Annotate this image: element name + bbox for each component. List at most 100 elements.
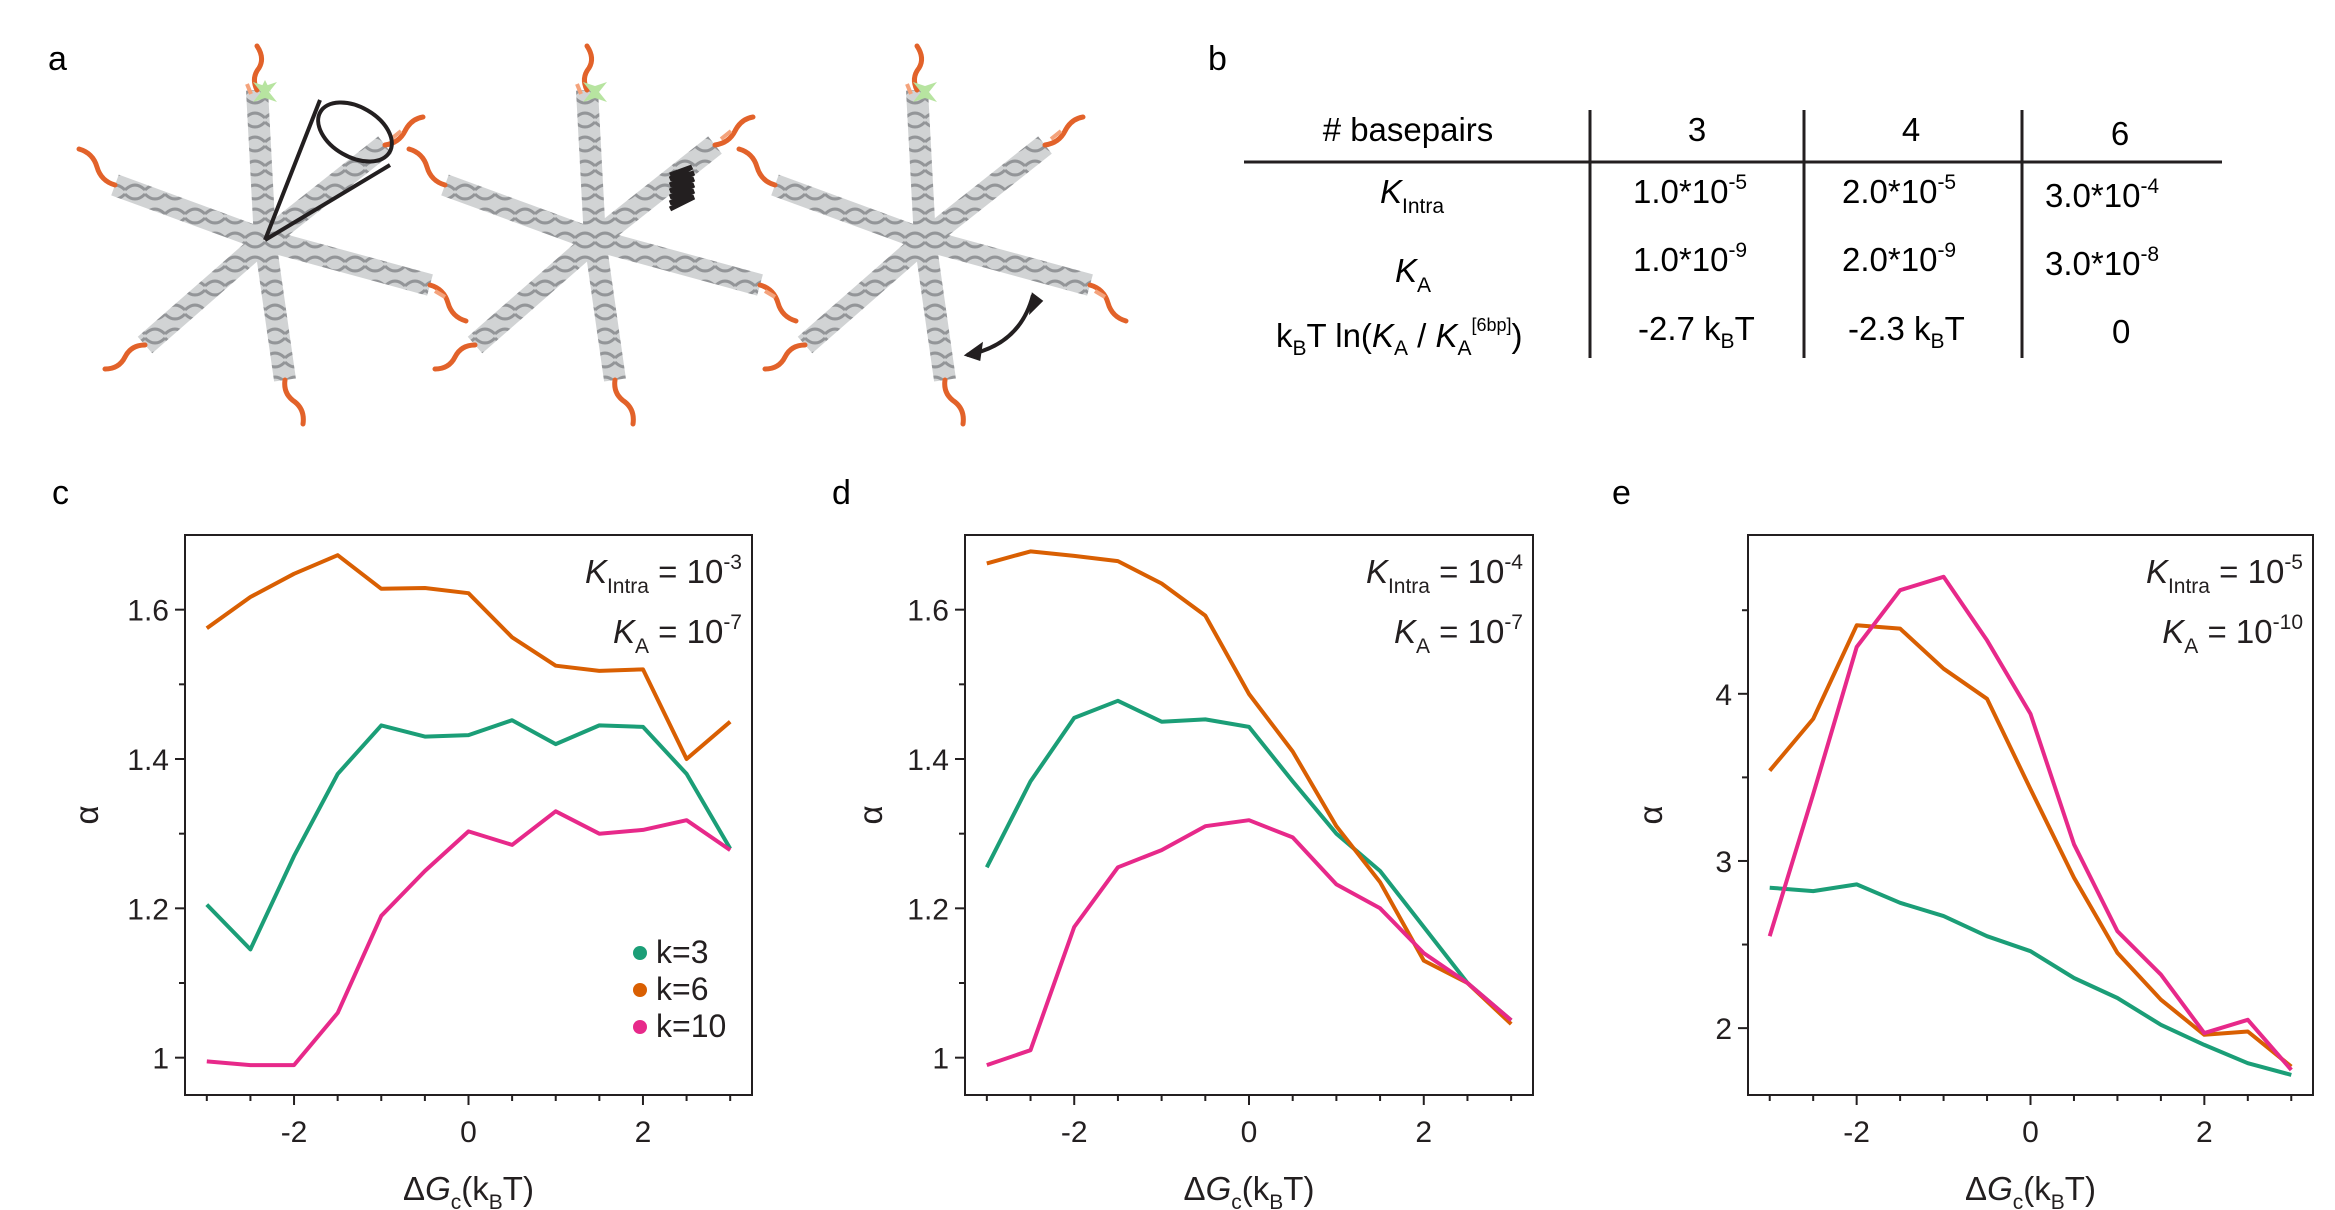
x-axis-label-delta: Δ: [1184, 1170, 1206, 1207]
table-cell: 1.0*10-9: [1633, 239, 1747, 278]
series-line-k10: [986, 818, 1513, 1067]
table-row-label-ka: KA: [1395, 252, 1431, 297]
annotation-k: K: [1394, 613, 1418, 650]
annotation-k-intra: KIntra = 10-4: [1366, 551, 1523, 598]
nanostar-bend-illustration: [739, 46, 1126, 424]
x-axis-label-unit: (k: [2023, 1170, 2051, 1207]
annotation-exp: -10: [2273, 611, 2303, 634]
table-header-3: 3: [1688, 111, 1706, 148]
x-axis-label-delta: Δ: [403, 1170, 425, 1207]
x-tick-label: 2: [2196, 1116, 2213, 1149]
x-axis-label-sub: c: [451, 1191, 462, 1210]
x-axis-label-sub: c: [1231, 1191, 1242, 1210]
series-line-k6: [1768, 623, 2293, 1069]
x-axis-label-sub: B: [489, 1191, 503, 1210]
table-cell: 1.0*10-5: [1633, 171, 1747, 210]
series-line-k3: [205, 718, 732, 952]
series-line-k6: [986, 549, 1513, 1026]
x-axis-label-g: G: [425, 1170, 451, 1207]
legend-marker-k10: [633, 1020, 647, 1034]
series-line-k10: [1767, 574, 2293, 1072]
annotation-exp: -7: [723, 611, 742, 634]
x-axis-label: ΔGc(kBT): [1965, 1170, 2096, 1210]
table-cell: 2.0*10-5: [1842, 171, 1956, 210]
annotation-k: K: [2162, 613, 2186, 650]
legend-marker-k3: [633, 946, 647, 960]
series-line-k10: [206, 809, 732, 1068]
x-tick-label: 0: [460, 1116, 477, 1149]
annotation-eq: = 10: [2198, 613, 2272, 650]
annotation-k: K: [2146, 553, 2170, 590]
annotation-eq: = 10: [1430, 553, 1504, 590]
series-line-k3: [985, 698, 1513, 1022]
annotation-exp: -5: [2284, 551, 2303, 574]
spring-icon: [668, 164, 696, 212]
x-axis-label-unit: (k: [461, 1170, 489, 1207]
legend-label-k3: k=3: [656, 934, 708, 970]
x-axis-label-sub: c: [2013, 1191, 2024, 1210]
nanostar-spring-illustration: [409, 46, 796, 424]
annotation-k-intra: KIntra = 10-3: [585, 551, 742, 598]
y-tick-label: 1.6: [907, 595, 949, 628]
annotation-sub: A: [1416, 635, 1430, 658]
annotation-eq: = 10: [1430, 613, 1504, 650]
y-tick-label: 4: [1715, 679, 1732, 712]
annotation-k: K: [1366, 553, 1390, 590]
panel-label-b: b: [1208, 40, 1227, 78]
x-tick-label: -2: [281, 1116, 308, 1149]
x-axis-label-unit: T): [503, 1170, 534, 1207]
fluorophore-star-icon: [583, 82, 607, 102]
table-cell: -2.7 kBT: [1638, 310, 1755, 353]
panel-label-a: a: [48, 40, 67, 78]
x-axis-label-unit: T): [1283, 1170, 1314, 1207]
nanostar-cone-illustration: [79, 46, 466, 424]
annotation-k: K: [585, 553, 609, 590]
annotation-eq: = 10: [649, 613, 723, 650]
table-header-4: 4: [1902, 111, 1920, 148]
x-axis-label: ΔGc(kBT): [403, 1170, 534, 1210]
annotation-k: K: [613, 613, 637, 650]
x-axis-label-g: G: [1206, 1170, 1232, 1207]
y-tick-label: 1.2: [907, 893, 949, 926]
y-tick-label: 3: [1715, 846, 1732, 879]
annotation-sub: Intra: [1388, 575, 1430, 598]
y-axis-label: α: [1632, 805, 1669, 824]
y-tick-label: 1: [932, 1043, 949, 1076]
y-axis-label: α: [852, 805, 889, 824]
x-axis-label-delta: Δ: [1965, 1170, 1987, 1207]
table-row-label-free-energy: kBT ln(KA / KA[6bp]): [1276, 315, 1523, 360]
x-tick-label: 0: [2022, 1116, 2039, 1149]
table-header-6: 6: [2111, 115, 2129, 152]
panel-label-c: c: [52, 474, 69, 512]
table-cell: 0: [2112, 313, 2130, 350]
x-axis-label: ΔGc(kBT): [1184, 1170, 1315, 1210]
series-line-k6: [205, 553, 732, 761]
legend-label-k10: k=10: [656, 1008, 726, 1044]
y-tick-label: 1.4: [907, 744, 949, 777]
table-row-label-kintra: KIntra: [1380, 173, 1444, 218]
series-line-k3: [1769, 882, 2292, 1077]
x-axis-label-g: G: [1987, 1170, 2013, 1207]
annotation-sub: A: [635, 635, 649, 658]
x-tick-label: 2: [1415, 1116, 1432, 1149]
x-tick-label: 2: [635, 1116, 652, 1149]
table-cell: -2.3 kBT: [1848, 310, 1965, 353]
annotation-exp: -7: [1504, 611, 1523, 634]
y-tick-label: 1.6: [127, 595, 169, 628]
annotation-k-a: KA = 10-10: [2162, 611, 2303, 658]
panel-label-d: d: [832, 474, 851, 512]
x-axis-label-sub: B: [2051, 1191, 2065, 1210]
parameter-table: # basepairs 3 4 6 KIntra 1.0*10-5 2.0*10…: [1244, 110, 2222, 360]
annotation-exp: -4: [1504, 551, 1523, 574]
x-tick-label: -2: [1843, 1116, 1870, 1149]
y-axis-label: α: [68, 805, 105, 824]
x-tick-label: 0: [1241, 1116, 1258, 1149]
y-tick-label: 2: [1715, 1013, 1732, 1046]
table-header-basepairs: # basepairs: [1323, 111, 1494, 148]
y-tick-label: 1: [152, 1043, 169, 1076]
annotation-k-a: KA = 10-7: [613, 611, 742, 658]
annotation-k-a: KA = 10-7: [1394, 611, 1523, 658]
annotation-eq: = 10: [2210, 553, 2284, 590]
cone-icon: [263, 99, 394, 242]
